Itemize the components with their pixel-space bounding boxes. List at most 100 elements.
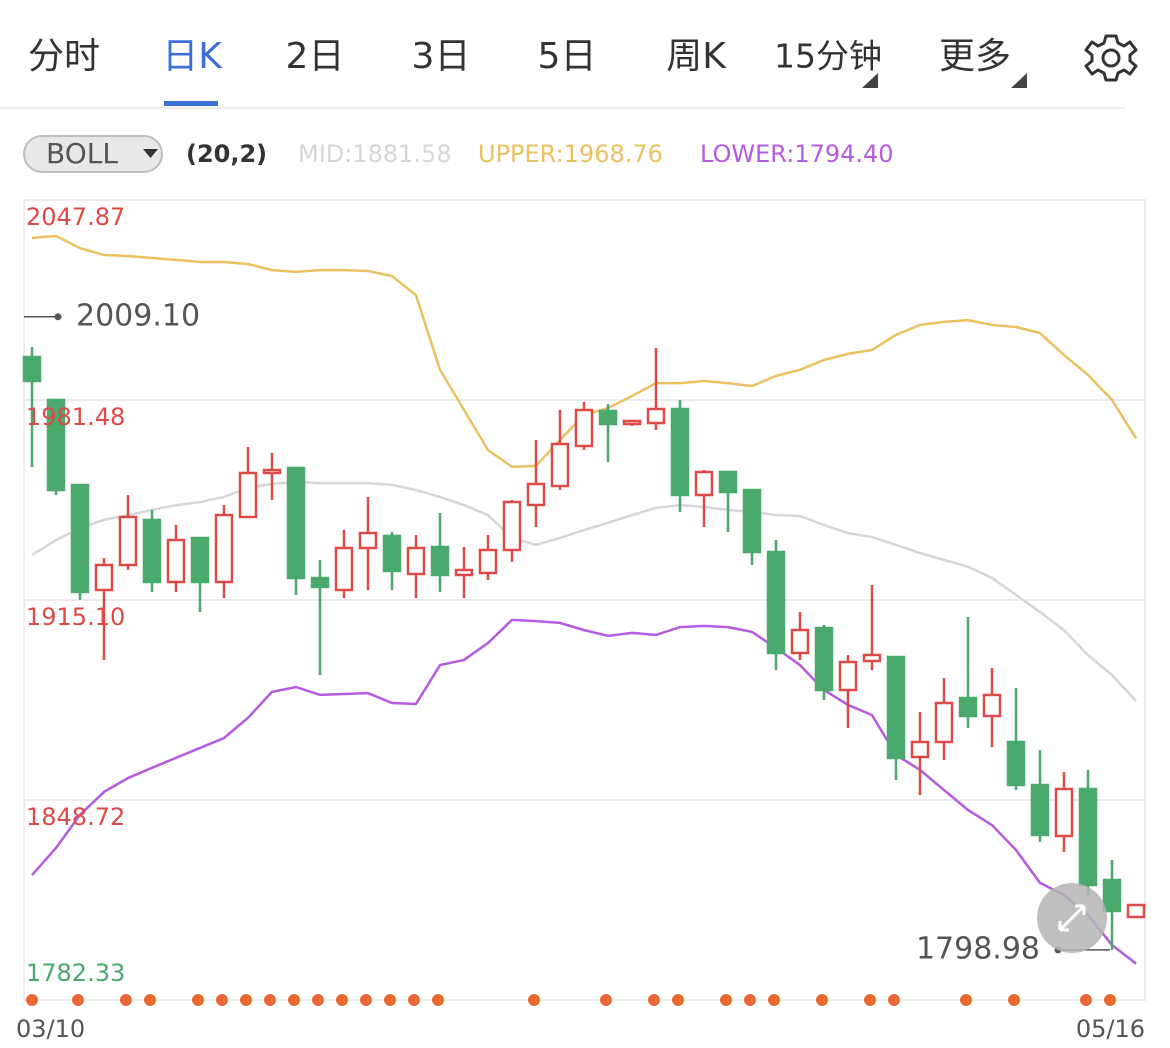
dropdown-corner (862, 73, 878, 88)
event-dot[interactable] (336, 994, 348, 1006)
tab-label[interactable]: 2日 (286, 36, 345, 77)
tab-label[interactable]: 更多 (939, 36, 1011, 77)
event-dot[interactable] (144, 994, 156, 1006)
event-dot[interactable] (768, 994, 780, 1006)
annotation-label: 2009.10 (76, 298, 200, 333)
event-dot[interactable] (432, 994, 444, 1006)
indicator-params: (20,2) (186, 140, 267, 168)
tab-label[interactable]: 5日 (538, 36, 597, 77)
event-dot[interactable] (288, 994, 300, 1006)
event-dot[interactable] (1080, 994, 1092, 1006)
axis-labels: 1782.33 1848.72 1915.10 1981.48 2047.87 03/10… (16, 203, 1145, 1043)
grid (24, 199, 1145, 1001)
candle-body (502, 500, 522, 552)
dropdown-corner (1011, 73, 1027, 88)
gear-outline (1084, 34, 1138, 82)
candle-body (1102, 878, 1122, 913)
expand-button[interactable] (1037, 883, 1107, 953)
candle-body (406, 546, 426, 576)
event-dot[interactable] (216, 994, 228, 1006)
candle-body (646, 407, 666, 425)
candle-body (1030, 783, 1050, 837)
candle-body (958, 696, 978, 718)
event-dot[interactable] (960, 994, 972, 1006)
event-dot[interactable] (1008, 994, 1020, 1006)
event-dot[interactable] (528, 994, 540, 1006)
candle-body (1078, 787, 1098, 887)
tab-label[interactable]: 日K (162, 36, 223, 77)
event-dot[interactable] (312, 994, 324, 1006)
event-dot[interactable] (408, 994, 420, 1006)
candle-body (790, 628, 810, 655)
event-dot[interactable] (192, 994, 204, 1006)
tab-bar: 分时 日K 2日 3日 5日 周K 15分钟 更多 (28, 36, 1011, 106)
candle-body (742, 488, 762, 554)
event-dot[interactable] (72, 994, 84, 1006)
event-dot[interactable] (744, 994, 756, 1006)
legend-entry: LOWER:1794.40 (700, 140, 894, 168)
candle-body (214, 513, 234, 584)
y-tick-label: 1981.48 (26, 403, 125, 431)
candle-body (934, 701, 954, 744)
expand-arrows (1058, 904, 1086, 932)
event-dot[interactable] (648, 994, 660, 1006)
indicator-name: BOLL (46, 137, 118, 170)
candle-body (286, 466, 306, 580)
event-dot[interactable] (264, 994, 276, 1006)
x-tick-label: 03/10 (16, 1015, 85, 1043)
event-dot[interactable] (888, 994, 900, 1006)
candle-body (574, 408, 594, 448)
event-dot[interactable] (1104, 994, 1116, 1006)
event-dot[interactable] (864, 994, 876, 1006)
candle-body (94, 563, 114, 592)
band-line (31, 618, 1137, 965)
candle-body (1006, 740, 1026, 787)
candle-body (190, 536, 210, 584)
candle-body (22, 355, 42, 383)
candle-body (838, 660, 858, 692)
annotations: 2009.10 1798.98 (24, 298, 1110, 966)
annotation-dot (54, 313, 62, 321)
candle-body (334, 546, 354, 592)
candle-body (310, 576, 330, 589)
candle-body (1126, 903, 1146, 919)
indicator-selector[interactable]: BOLL (23, 135, 163, 173)
event-dot[interactable] (240, 994, 252, 1006)
settings-icon[interactable] (1084, 34, 1138, 82)
candle-body (694, 470, 714, 497)
tab-label[interactable]: 周K (666, 36, 727, 77)
event-dot[interactable] (816, 994, 828, 1006)
y-tick-label: 1782.33 (26, 959, 125, 987)
band-line (31, 480, 1137, 702)
candle-body (598, 409, 618, 426)
candle-body (766, 550, 786, 655)
tab-label[interactable]: 分时 (28, 36, 100, 77)
event-dot[interactable] (360, 994, 372, 1006)
candle-body (166, 538, 186, 584)
candle-body (622, 419, 642, 426)
candle-body (910, 740, 930, 759)
legend-entry: MID:1881.58 (298, 140, 452, 168)
tab-label[interactable]: 3日 (412, 36, 471, 77)
candle-body (262, 468, 282, 475)
candle-body (46, 398, 66, 492)
event-dot[interactable] (120, 994, 132, 1006)
event-dot[interactable] (26, 994, 38, 1006)
tab-label[interactable]: 15分钟 (774, 37, 882, 76)
event-dot[interactable] (384, 994, 396, 1006)
candles (22, 346, 1146, 950)
event-markers (26, 994, 1116, 1006)
candle-body (1054, 787, 1074, 838)
candle-body (70, 483, 90, 594)
event-dot[interactable] (672, 994, 684, 1006)
event-dot[interactable] (600, 994, 612, 1006)
candle-body (142, 518, 162, 584)
event-dot[interactable] (720, 994, 732, 1006)
candle-body (358, 531, 378, 550)
indicator-pill (23, 135, 163, 173)
candle-body (886, 655, 906, 760)
gear-center (1101, 48, 1121, 68)
candle-body (430, 545, 450, 577)
